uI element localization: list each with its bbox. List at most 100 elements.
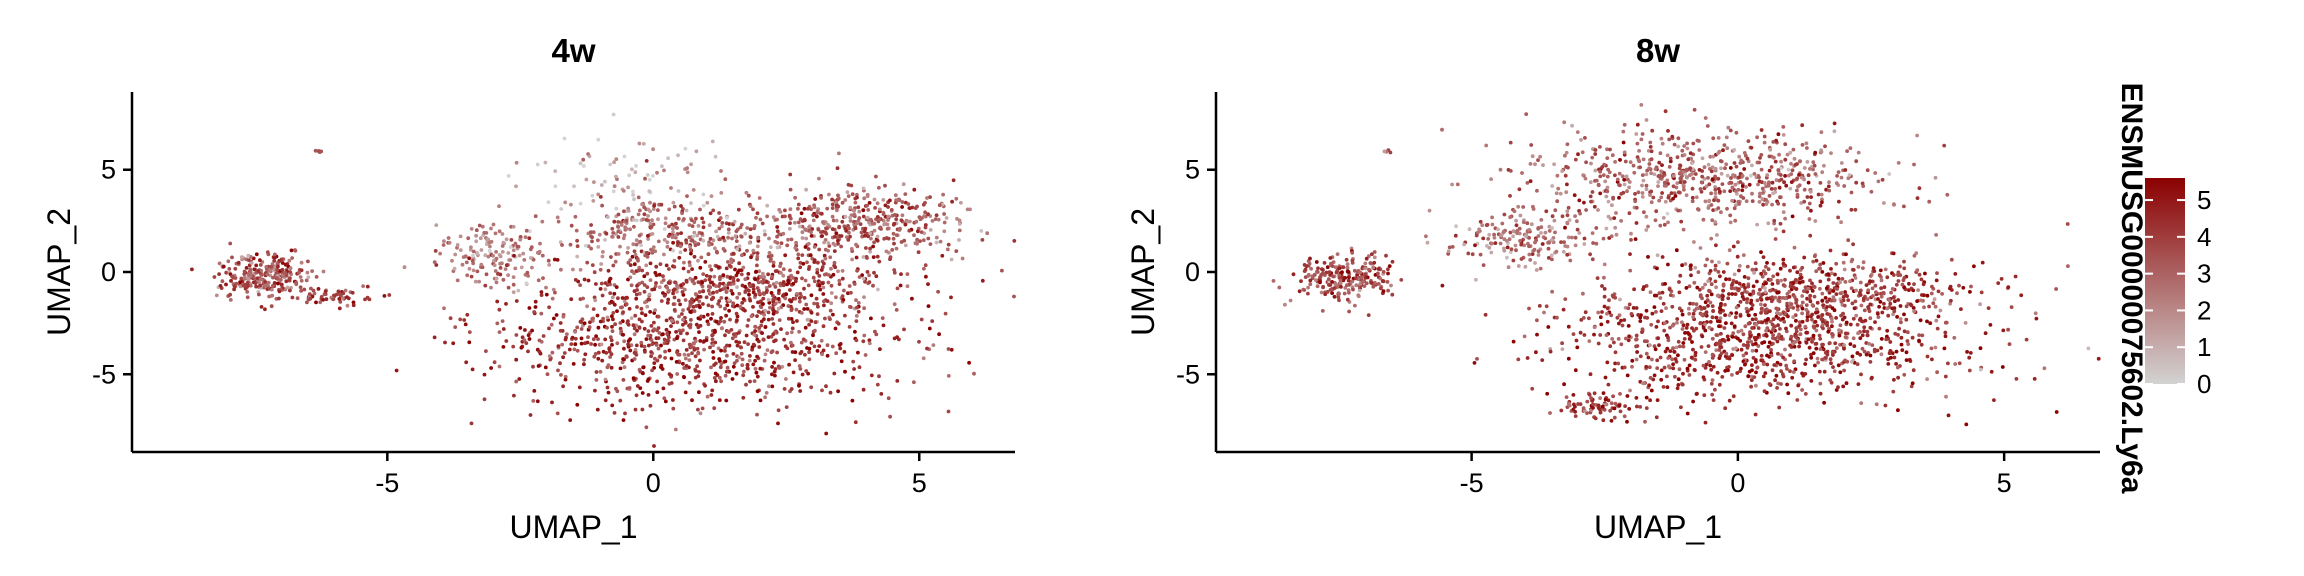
cluster-4 [402,204,575,295]
cell-point [1662,328,1667,333]
cell-point [1767,340,1772,345]
cell-point [259,305,264,309]
cell-point [491,222,496,227]
cell-point [596,137,601,142]
cell-point [1911,306,1916,310]
cell-point [919,230,924,235]
cell-point [1702,165,1707,170]
cell-point [1906,342,1911,346]
cell-point [506,285,511,290]
cell-point [848,305,853,309]
cell-point [1709,381,1714,386]
cell-point [716,265,721,270]
cell-point [1453,233,1458,238]
cell-point [1644,308,1649,313]
cell-point [634,242,639,247]
cell-point [893,193,898,198]
cell-point [696,407,700,412]
cell-point [804,187,808,192]
cell-point [1840,277,1845,281]
cell-point [508,258,513,262]
cell-point [635,384,640,388]
cell-point [1756,332,1761,337]
cell-point [812,258,817,263]
cell-point [1588,194,1593,199]
cell-point [1605,319,1610,324]
cell-point [1606,382,1611,387]
cell-point [272,281,277,285]
cell-point [799,340,804,345]
cell-point [751,248,756,253]
cell-point [1898,273,1903,277]
cell-point [1733,315,1738,320]
cell-point [727,281,731,286]
cell-point [608,355,612,359]
cell-point [1777,295,1782,300]
cell-point [1795,270,1800,275]
cell-point [592,180,596,185]
cell-point [1734,164,1739,169]
cell-point [573,336,578,341]
cell-point [1877,326,1882,331]
cell-point [640,319,644,324]
cell-point [1676,144,1681,149]
cell-point [453,252,458,257]
cell-point [705,319,710,324]
cell-point [763,395,767,400]
cell-point [279,282,284,287]
cell-point [1802,199,1807,204]
cell-point [825,226,829,231]
cell-point [479,248,484,252]
cell-point [559,207,564,211]
cell-point [1533,240,1537,245]
cell-point [1679,219,1684,224]
cell-point [643,313,648,317]
cell-point [616,252,621,256]
cell-point [756,280,761,285]
cell-point [563,337,568,342]
cell-point [1740,188,1745,193]
cell-point [822,261,826,266]
cell-point [934,213,939,218]
cell-point [1676,190,1681,195]
cell-point [1680,327,1685,331]
cell-point [492,263,497,268]
cell-point [1681,371,1685,376]
cell-point [651,207,656,212]
cell-point [1665,374,1669,379]
cell-point [627,306,632,311]
cell-point [916,229,920,234]
cell-point [782,337,786,342]
cell-point [626,260,631,265]
cell-point [796,220,801,225]
cell-point [1550,257,1554,262]
cell-point [830,197,834,202]
cell-point [938,239,943,244]
cell-point [1731,394,1736,399]
cell-point [1763,371,1768,375]
cell-point [1649,149,1654,154]
cell-point [495,299,500,304]
cell-point [613,322,617,327]
cell-point [1835,174,1839,178]
cell-point [1678,180,1683,185]
cell-point [789,306,794,311]
cell-point [789,317,794,321]
cell-point [494,256,499,261]
cell-point [1802,166,1807,170]
cell-point [514,379,519,384]
cell-point [665,285,669,290]
cell-point [796,256,801,261]
cell-point [1734,280,1739,285]
cell-point [851,208,856,213]
cell-point [599,262,604,266]
cell-point [1744,351,1749,356]
cell-point [294,280,299,285]
cell-point [1999,277,2004,281]
cell-point [628,263,633,267]
cell-point [1728,220,1733,225]
cell-point [675,336,679,341]
cell-point [698,411,703,416]
cell-point [712,376,717,380]
cell-point [1996,281,2001,285]
